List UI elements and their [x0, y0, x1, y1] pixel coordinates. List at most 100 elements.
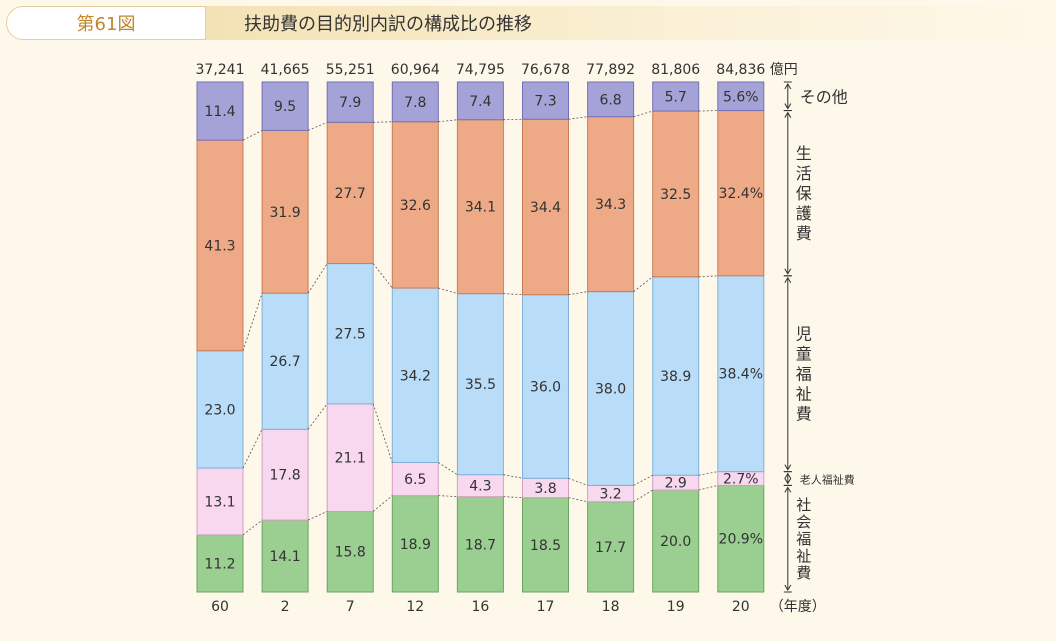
bar-segment — [261, 129, 309, 294]
x-tick-label: 18 — [602, 599, 620, 615]
bar-value-label: 26.7 — [270, 354, 301, 370]
bar-value-label: 5.6% — [723, 89, 759, 105]
connector-line — [242, 519, 263, 536]
bar-segment — [717, 110, 765, 277]
connector-line — [503, 496, 523, 499]
connector-line — [633, 276, 653, 292]
bar-value-label: 38.0 — [595, 382, 626, 398]
bar-value-label: 18.7 — [465, 537, 496, 553]
bar-segment — [261, 428, 309, 521]
bar-segment — [326, 81, 374, 123]
legend-arrow — [784, 103, 792, 110]
bar-segment — [456, 293, 504, 476]
bar-segment — [456, 81, 504, 121]
bar-segment — [196, 139, 244, 352]
connector-line — [698, 485, 718, 491]
bar-value-label: 34.2 — [400, 368, 431, 384]
connector-line — [633, 110, 653, 118]
bar-segment — [587, 291, 635, 486]
bar-value-label: 18.9 — [400, 537, 431, 553]
legend-arrow — [784, 472, 792, 479]
bar-value-label: 32.4% — [719, 186, 763, 202]
bar-value-label: 3.2 — [599, 487, 621, 503]
x-tick-label: 60 — [211, 599, 229, 615]
bar-segment — [717, 484, 765, 593]
bar-value-label: 41.3 — [204, 238, 235, 254]
x-tick-label: 12 — [406, 599, 424, 615]
bar-value-label: 20.9% — [719, 532, 763, 548]
chart-title: 扶助費の目的別内訳の構成比の推移 — [244, 14, 532, 35]
bar-value-label: 3.8 — [534, 481, 556, 497]
bar-segment — [587, 116, 635, 293]
legend-arrow — [784, 111, 792, 118]
bar-value-label: 6.8 — [599, 92, 621, 108]
bar-value-label: 14.1 — [270, 549, 301, 565]
bar-value-label: 2.7% — [723, 472, 759, 488]
bar-value-label: 4.3 — [469, 479, 491, 495]
bar-segment — [391, 495, 439, 593]
bar-segment — [391, 121, 439, 289]
bar-total-label: 37,241 — [196, 62, 245, 78]
bar-value-label: 17.7 — [595, 540, 626, 556]
bar-segment — [391, 461, 439, 497]
bar-segment — [652, 276, 700, 476]
bar-segment — [522, 118, 569, 296]
connector-line — [307, 403, 328, 430]
bar-segment — [652, 110, 700, 278]
bar-total-label: 74,795 — [456, 62, 505, 78]
bar-segment — [326, 403, 374, 512]
connector-line — [372, 495, 393, 512]
bar-value-label: 11.2 — [204, 556, 235, 572]
x-tick-label: 2 — [281, 599, 290, 615]
legend-label: 社会福祉費 — [796, 496, 811, 582]
x-tick-label: 17 — [537, 599, 555, 615]
connector-line — [438, 495, 458, 498]
bar-segment — [326, 121, 374, 265]
bar-value-label: 20.0 — [660, 534, 691, 550]
bar-value-label: 7.3 — [534, 94, 556, 110]
bar-segment — [522, 294, 569, 479]
legend-label: 児童福祉費 — [796, 325, 812, 424]
bar-segment — [717, 81, 765, 112]
connector-line — [242, 130, 263, 141]
legend-label: 生活保護費 — [796, 144, 812, 243]
bar-total-label: 84,836 — [716, 62, 765, 78]
bar-value-label: 32.5 — [660, 187, 691, 203]
connector-line — [438, 462, 458, 476]
bar-value-label: 7.9 — [339, 95, 361, 111]
legend-arrow — [784, 486, 792, 493]
x-tick-label: 20 — [732, 599, 750, 615]
connector-line — [568, 477, 588, 486]
bar-segment — [391, 287, 439, 463]
bar-value-label: 27.7 — [335, 186, 366, 202]
bar-value-label: 36.0 — [530, 379, 561, 395]
bar-segment — [261, 81, 309, 131]
legend-arrow — [784, 584, 792, 591]
bar-total-label: 41,665 — [261, 62, 310, 78]
total-unit-label: 億円 — [770, 62, 798, 78]
bar-total-label: 77,892 — [586, 62, 635, 78]
connector-line — [568, 116, 588, 120]
x-tick-label: 16 — [471, 599, 489, 615]
bar-segment — [326, 263, 374, 405]
legend-label: その他 — [800, 87, 848, 106]
connector-line — [242, 429, 263, 469]
bar-segment — [326, 510, 374, 593]
bar-segment — [196, 534, 244, 593]
bar-value-label: 34.1 — [465, 200, 496, 216]
connector-line — [503, 293, 523, 296]
bar-value-label: 21.1 — [335, 451, 366, 467]
x-tick-label: 7 — [346, 599, 355, 615]
connector-line — [372, 403, 393, 463]
connector-line — [568, 291, 588, 296]
bar-value-label: 13.1 — [204, 494, 235, 510]
connector-line — [438, 119, 458, 123]
bar-value-label: 7.4 — [469, 94, 491, 110]
connector-line — [307, 263, 328, 294]
connector-line — [503, 474, 523, 479]
bar-value-label: 7.8 — [404, 95, 426, 111]
bar-value-label: 5.7 — [665, 90, 687, 106]
legend-arrow — [784, 276, 792, 284]
connector-line — [438, 287, 458, 295]
bar-value-label: 32.6 — [400, 198, 431, 214]
